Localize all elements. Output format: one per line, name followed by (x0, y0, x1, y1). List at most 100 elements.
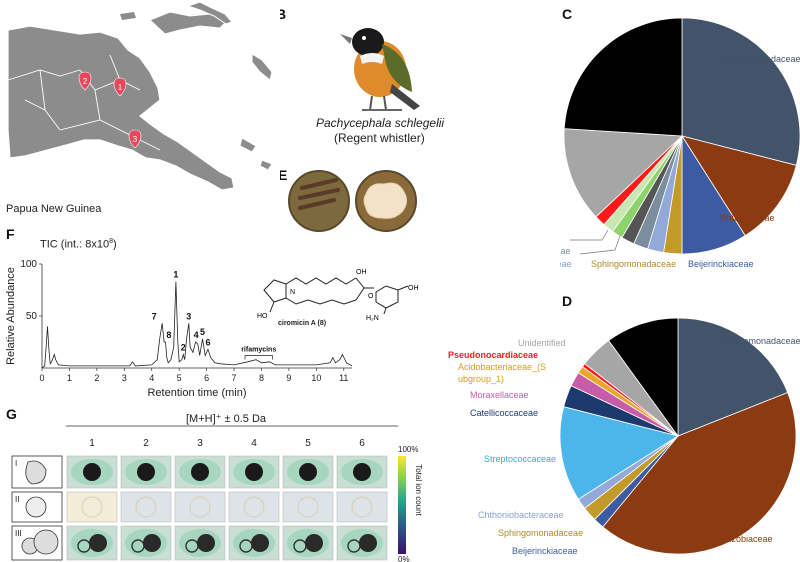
pie-label-d-unidentified: Unidentified (518, 338, 566, 348)
struct-oh-label-2: OH (408, 285, 419, 292)
grid-column-label-3: 3 (197, 438, 203, 449)
compound-number: 8 (319, 320, 324, 327)
tic-label-text: TIC (int.: 8x10 (40, 238, 110, 251)
colony-faint (189, 496, 211, 518)
panel-letter-g: G (6, 406, 17, 422)
colorbar-top-label: 100% (398, 445, 418, 454)
pie-label-d-streptococcaceae: Streptococcaceae (484, 454, 556, 464)
png-map: 1 2 3 (0, 0, 280, 225)
island-east (239, 137, 257, 153)
pie-label-d-other: Other (664, 296, 687, 298)
pie-label-d-catellicoccaceae: Catellicoccaceae (470, 408, 538, 418)
tic-label-close: ) (112, 238, 117, 251)
map-country-label: Papua New Guinea (6, 203, 102, 215)
colony-outline (25, 496, 47, 518)
pie-slice-d-pseudomonadaceae (677, 317, 789, 437)
pie-label-c-rhizobiaceae: Rhizobiaceae (720, 213, 775, 223)
colony-dark (251, 534, 269, 552)
chrom-x-tick-label: 2 (94, 373, 99, 383)
chrom-peak-label-4: 4 (194, 330, 199, 340)
colony-faint (135, 496, 157, 518)
chrom-x-tick-label: 3 (122, 373, 127, 383)
chrom-x-tick-label: 4 (149, 373, 154, 383)
pie-label-d-acidobacteriaceae-s: Acidobacteriaceae_(S (458, 362, 546, 372)
colony-outline (33, 529, 59, 555)
panel-letter-b: B (276, 6, 287, 22)
pie-label-d-sphingomonadaceae: Sphingomonadaceae (498, 528, 583, 538)
chrom-trace (41, 281, 353, 369)
map-pin-2: 2 (78, 71, 92, 91)
struct-n-label: N (290, 289, 295, 296)
chrom-x-tick-label: 10 (311, 373, 321, 383)
grid-column-label-5: 5 (305, 438, 311, 449)
chrom-peak-label-7: 7 (152, 311, 157, 321)
chrom-x-label: Retention time (min) (147, 387, 246, 399)
map-pin-3-label: 3 (133, 135, 138, 144)
pie-chart-c: PseudomonadaceaeOtherUnidentifiedRhizobi… (560, 17, 800, 269)
colony-dark (191, 463, 209, 481)
pie-label-d-rhizobiaceae: Rhizobiaceae (718, 534, 773, 544)
pie-slice-c-unidentified (563, 128, 683, 218)
bird-illustration (340, 28, 420, 111)
island-east-2 (259, 159, 273, 171)
pie-chart-d: Pseudomonadaceae Other Unidentified Pseudon… (448, 296, 800, 556)
colony-dark (83, 463, 101, 481)
tic-label: TIC (int.: 8x108) (40, 238, 117, 251)
struct-oh-label-1: OH (356, 269, 367, 276)
chrom-peak-label-3: 3 (186, 311, 191, 321)
chrom-x-tick-label: 11 (339, 373, 348, 383)
chrom-peak-label-8: 8 (166, 330, 171, 340)
chrom-bracket (244, 355, 273, 360)
pie-label-d-beijerinckiaceae: Beijerinckiaceae (512, 546, 578, 556)
map-pin-1: 1 (113, 77, 127, 97)
pie-slice-d-streptococcaceae (559, 406, 679, 500)
compound-name: ciromicin A (8) (278, 320, 326, 327)
map-pin-1-label: 1 (118, 83, 123, 92)
grid-row-label-2: II (15, 495, 19, 504)
grid-row-label-1: I (15, 459, 17, 468)
chrom-x-tick-label: 0 (39, 373, 44, 383)
grid-column-label-4: 4 (251, 438, 257, 449)
colony-faint (351, 496, 373, 518)
pie-label-d-ubgroup-1: ubgroup_1) (458, 374, 504, 384)
grid-column-label-2: 2 (143, 438, 149, 449)
colony-dark (299, 463, 317, 481)
map-pin-2-label: 2 (83, 77, 88, 86)
culture-plates (288, 170, 417, 232)
colony-dark (359, 534, 377, 552)
chrom-peak-label-6: 6 (205, 337, 210, 347)
pie-label-c-chthoniobacteraceae: Chthoniobacteraceae (560, 259, 572, 269)
grid-column-label-6: 6 (359, 438, 365, 449)
chrom-peak-label-1: 1 (173, 270, 178, 280)
pie-label-c-acetobacteraceae: Acetobacteraceae (560, 246, 571, 256)
island-bougainville (251, 53, 273, 81)
island-new-britain (149, 11, 229, 35)
panel-letter-d: D (562, 293, 573, 309)
grid-row-label-3: III (15, 529, 22, 538)
png-mainland (7, 25, 235, 191)
pie-slice-d-rhizobiaceae (602, 392, 797, 555)
leader-line-c-flavobacteriaceae (570, 229, 609, 241)
panel-letter-c: C (562, 6, 573, 22)
pie-label-c-pseudomonadaceae: Pseudomonadaceae (718, 54, 800, 64)
pie-label-d-pseudonocardiaceae: Pseudonocardiaceae (448, 350, 538, 360)
bird-common-name: (Regent whistler) (334, 131, 425, 145)
pie-label-c-sphingomonadaceae: Sphingomonadaceae (591, 259, 676, 269)
struct-h2n-label: H₂N (366, 315, 379, 322)
struct-o-label: O (368, 293, 374, 300)
colony-dark (245, 463, 263, 481)
pie-label-d-moraxellaceae: Moraxellaceae (470, 390, 529, 400)
bird-species-name: Pachycephala schlegelii (316, 116, 445, 130)
colony-faint (81, 496, 103, 518)
chrom-x-tick-label: 5 (177, 373, 182, 383)
colony-dark (197, 534, 215, 552)
island-manus (120, 12, 136, 20)
colorbar-title: Total ion count (414, 464, 423, 516)
chrom-x-tick-label: 8 (259, 373, 264, 383)
mz-header: [M+H]⁺ ± 0.5 Da (186, 413, 267, 425)
colony-faint (297, 496, 319, 518)
chrom-annotation-rifamycins: rifamycins (241, 347, 276, 354)
colony-dark (89, 534, 107, 552)
